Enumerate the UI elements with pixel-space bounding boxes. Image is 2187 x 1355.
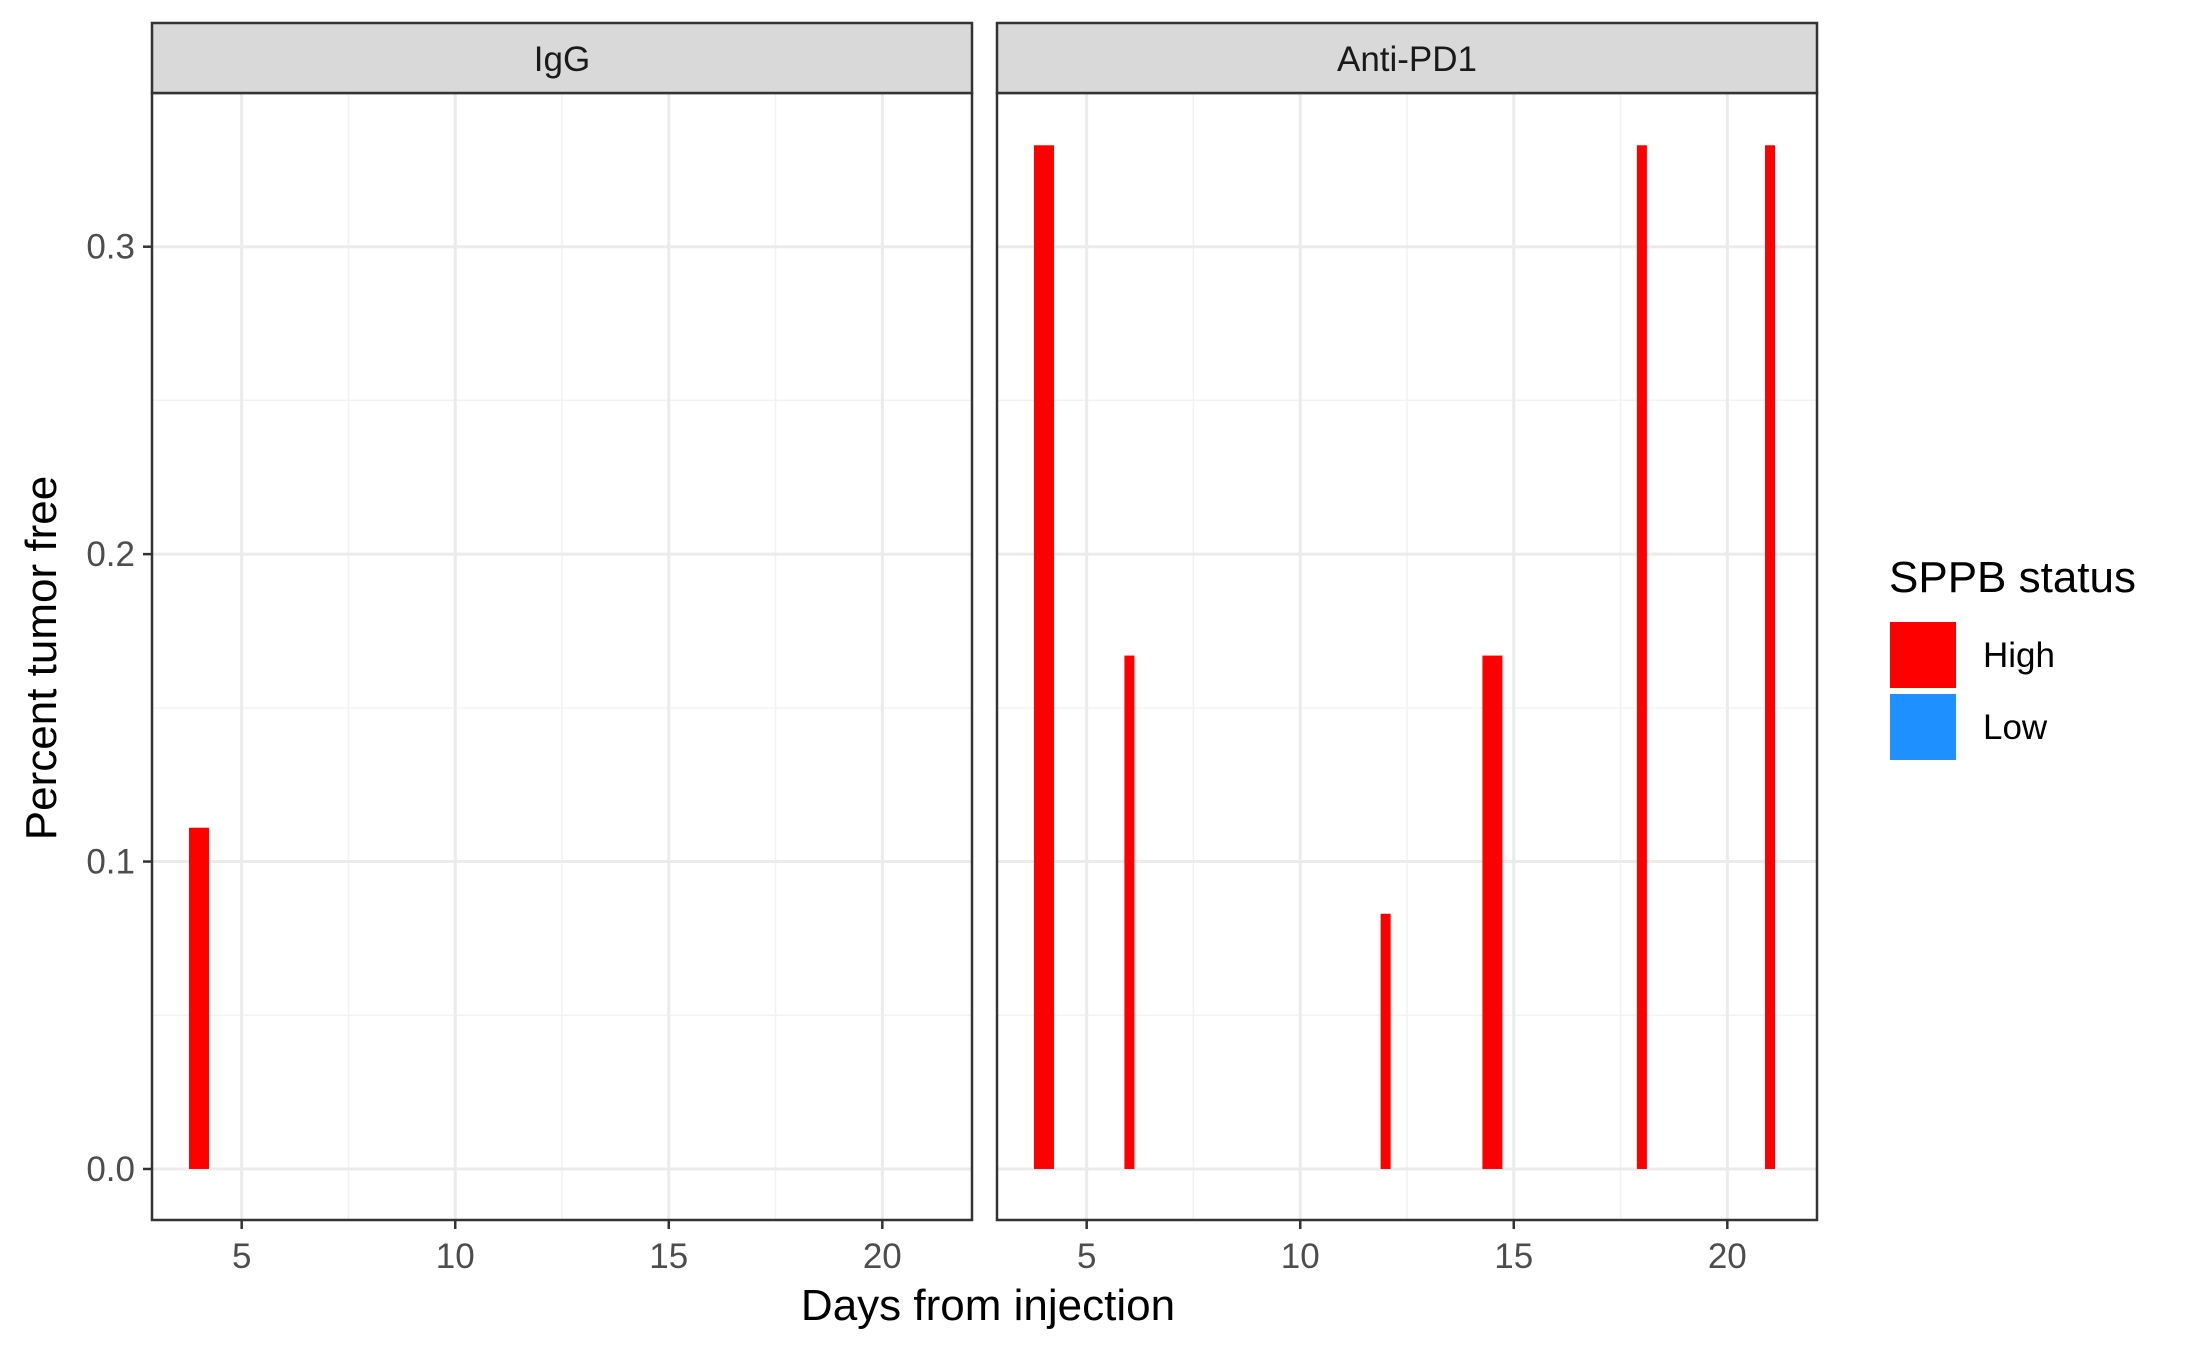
legend-key-low bbox=[1890, 694, 1956, 760]
y-tick-label: 0.1 bbox=[86, 843, 135, 882]
legend-title: SPPB status bbox=[1889, 553, 2136, 602]
x-tick-label: 10 bbox=[1281, 1237, 1320, 1276]
x-tick-label: 20 bbox=[1708, 1237, 1747, 1276]
bar-anti-pd1-5 bbox=[1765, 145, 1776, 1169]
x-tick-label: 10 bbox=[436, 1237, 475, 1276]
y-tick-label: 0.3 bbox=[86, 228, 135, 267]
y-axis-title: Percent tumor free bbox=[17, 476, 66, 840]
bar-anti-pd1-2 bbox=[1380, 913, 1391, 1169]
facet-strip bbox=[995, 21, 1819, 95]
bar-anti-pd1-0 bbox=[1033, 145, 1054, 1169]
y-tick-label: 0.2 bbox=[86, 535, 135, 574]
facet-panel-anti-pd1: Anti-PD1 5 10 15 20 bbox=[995, 21, 1819, 1276]
legend-key-high bbox=[1890, 622, 1956, 688]
bar-anti-pd1-4 bbox=[1636, 145, 1647, 1169]
bar-anti-pd1-1 bbox=[1124, 655, 1135, 1169]
facet-strip-label: IgG bbox=[534, 40, 590, 79]
facet-strip-label: Anti-PD1 bbox=[1337, 40, 1477, 79]
x-tick-label: 15 bbox=[649, 1237, 688, 1276]
legend: SPPB status High Low bbox=[1889, 553, 2136, 760]
facet-strip bbox=[150, 21, 974, 95]
x-axis-title: Days from injection bbox=[801, 1281, 1175, 1330]
x-tick-label: 20 bbox=[863, 1237, 902, 1276]
facet-panel-igg: IgG 5 10 15 20 0.0 0.1 0.2 0.3 bbox=[86, 21, 974, 1276]
legend-label-high: High bbox=[1983, 636, 2055, 675]
x-tick-label: 5 bbox=[1077, 1237, 1096, 1276]
bar-igg-0 bbox=[188, 827, 209, 1169]
bar-anti-pd1-3 bbox=[1482, 655, 1503, 1169]
x-tick-label: 5 bbox=[232, 1237, 251, 1276]
x-tick-label: 15 bbox=[1494, 1237, 1533, 1276]
y-tick-label: 0.0 bbox=[86, 1150, 135, 1189]
legend-label-low: Low bbox=[1983, 708, 2048, 747]
panels-layer: IgG 5 10 15 20 0.0 0.1 0.2 0.3 Anti-PD1 5 10 15 20 bbox=[86, 21, 1819, 1276]
